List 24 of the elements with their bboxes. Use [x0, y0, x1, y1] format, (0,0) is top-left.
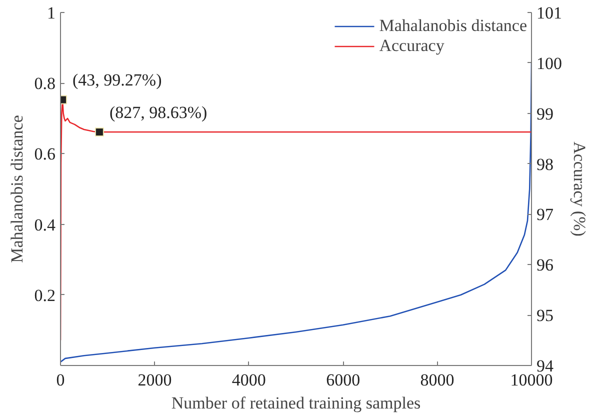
y-axis-title: Mahalanobis distance — [7, 115, 26, 263]
y2-tick-label: 96 — [536, 256, 554, 275]
x-tick-label: 8000 — [420, 370, 454, 390]
y-tick-label: 0.4 — [34, 215, 56, 234]
x-tick-label: 2000 — [138, 370, 172, 390]
y2-tick-label: 97 — [536, 205, 554, 224]
legend-label: Mahalanobis distance — [379, 16, 527, 36]
y2-tick-label: 99 — [536, 104, 554, 124]
y2-tick-label: 95 — [536, 306, 554, 326]
annotation: (43, 99.27%) — [72, 70, 162, 90]
y2-tick-label: 101 — [536, 4, 562, 22]
x-axis-title: Number of retained training samples — [171, 394, 421, 412]
y2-tick-label: 98 — [536, 154, 554, 174]
x-tick-label: 4000 — [232, 370, 266, 390]
y-tick-label: 0.8 — [34, 74, 56, 94]
y-tick-label: 0.6 — [34, 144, 56, 164]
y2-tick-label: 100 — [536, 54, 562, 73]
y2-axis-title: Accuracy (%) — [570, 142, 589, 236]
legend-label: Accuracy — [379, 36, 444, 56]
x-tick-label: 0 — [56, 370, 65, 390]
annotation: (827, 98.63%) — [109, 103, 208, 122]
y-tick-label: 1 — [47, 4, 56, 22]
x-tick-label: 6000 — [326, 370, 360, 390]
y-tick-label: 0.2 — [34, 286, 56, 305]
